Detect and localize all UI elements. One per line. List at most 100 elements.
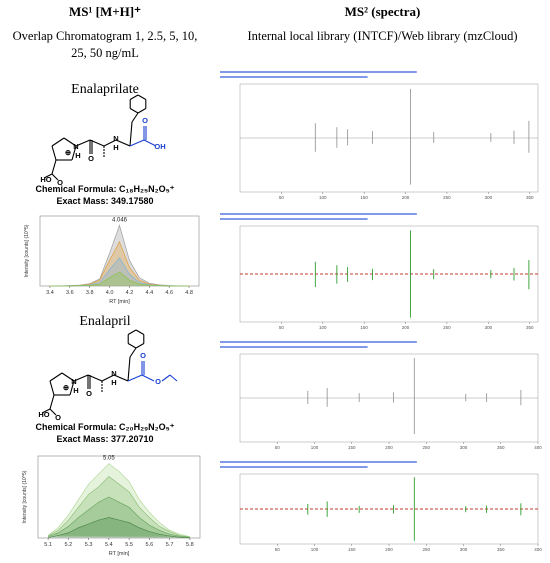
peak-annotation: 4.046 (112, 217, 128, 223)
plot-frame (239, 473, 539, 545)
bond (51, 137, 65, 147)
x-tick-label: 250 (443, 195, 451, 200)
atom-label: O (140, 351, 146, 360)
mass-label: Exact Mass: (56, 434, 109, 444)
bond (49, 372, 63, 382)
atom-label: O (57, 178, 63, 187)
panel-header (220, 341, 417, 343)
bond (135, 329, 145, 335)
compound-name: Enalapril (79, 314, 131, 329)
panel-header (220, 71, 417, 73)
x-tick-label: 300 (460, 547, 468, 552)
bond (127, 343, 137, 349)
atom-label: H (113, 143, 118, 152)
bond (129, 121, 133, 147)
bond (135, 343, 145, 349)
plot-frame (37, 455, 201, 539)
y-axis-label: Intensity [counts] (10^5) (22, 470, 28, 523)
chromatogram-trace (48, 517, 190, 539)
formula-value: C₂₀H₂₉N₂O₅⁺ (119, 422, 175, 432)
x-tick-label: 150 (348, 547, 356, 552)
bond (49, 408, 57, 416)
x-tick-label: 4.6 (165, 290, 173, 296)
chromatogram-trace (47, 463, 190, 538)
x-tick-label: 50 (279, 325, 285, 330)
bond (75, 139, 91, 147)
bond (89, 139, 105, 147)
chromatogram: 3.4 3.6 3.8 4.0 4.2 4.4 4.6 4.8 RT [min] Intensit… (24, 215, 200, 305)
spectrum-panel: 50 100 150 200 250 300 350 (220, 213, 539, 330)
x-tick-label: 400 (534, 547, 542, 552)
x-tick-label: 150 (360, 325, 368, 330)
bond (127, 374, 143, 382)
bond (143, 139, 157, 147)
bond (69, 380, 75, 396)
x-tick-label: 200 (402, 195, 410, 200)
atom-label: O (155, 377, 161, 386)
x-tick-label: 200 (385, 547, 393, 552)
mass-value: 377.20710 (111, 434, 154, 444)
bond (129, 139, 145, 147)
x-tick-label: 50 (279, 195, 285, 200)
chromatogram-trace (49, 271, 190, 287)
bond (51, 145, 57, 161)
atom-label: OH (154, 142, 165, 151)
atom-label: N (111, 369, 116, 378)
atom-label: H (73, 386, 78, 395)
x-tick-label: 3.6 (66, 290, 74, 296)
x-tick-label: 4.0 (106, 290, 114, 296)
bond (137, 94, 147, 100)
plot-frame (239, 225, 539, 323)
atom-label: H (75, 151, 80, 160)
formula-value: C₁₈H₂₅N₂O₅⁺ (119, 184, 175, 194)
bond (61, 372, 75, 382)
x-tick-label: 250 (422, 445, 430, 450)
x-tick-label: 300 (460, 445, 468, 450)
x-tick-label: 300 (485, 195, 493, 200)
atom-label: ⊕ (65, 148, 72, 157)
x-tick-label: 5.1 (44, 542, 52, 548)
bond (41, 408, 51, 414)
panel-header (220, 213, 417, 215)
atom-label: O (88, 154, 94, 163)
x-tick-label: 5.2 (65, 542, 73, 548)
peak-annotation: 5.05 (103, 456, 115, 462)
bond (49, 380, 55, 396)
x-tick-label: 100 (311, 547, 319, 552)
bond (87, 374, 103, 382)
x-tick-label: 50 (275, 547, 281, 552)
bond (103, 139, 117, 147)
x-tick-label: 350 (497, 445, 505, 450)
x-tick-label: 250 (443, 325, 451, 330)
right-subtitle: Internal local library (INTCF)/Web libra… (247, 29, 518, 43)
bond (49, 394, 55, 410)
atom-label: N (71, 377, 76, 386)
formula-label: Chemical Formula: (35, 422, 117, 432)
bond (161, 374, 171, 382)
atom-label: ⊕ (63, 383, 70, 392)
x-tick-label: 4.8 (185, 290, 193, 296)
panel-header (220, 76, 368, 78)
panel-header (220, 218, 368, 220)
spectrum-panel: 50 100 150 200 250 300 350 (220, 71, 539, 200)
bond (129, 347, 137, 358)
chromatogram-trace (47, 496, 190, 538)
x-tick-label: 150 (348, 445, 356, 450)
x-tick-label: 5.6 (146, 542, 154, 548)
mass: Exact Mass: 349.17580 (0, 196, 210, 206)
bond (127, 356, 131, 382)
bond (141, 374, 155, 382)
bond (129, 108, 139, 114)
x-tick-label: 4.2 (126, 290, 134, 296)
bond (131, 112, 139, 123)
left-subtitle: Overlap Chromatogram 1, 2.5, 5, 10, 25, … (12, 29, 198, 60)
atom-label: N (73, 142, 78, 151)
spectrum-panel: 50 100 150 200 250 300 350 400 (220, 461, 542, 552)
x-tick-label: 350 (497, 547, 505, 552)
x-tick-label: 100 (311, 445, 319, 450)
x-tick-label: 5.8 (186, 542, 194, 548)
compound-name: Enalaprilate (71, 82, 139, 97)
atom-label: N (113, 134, 118, 143)
